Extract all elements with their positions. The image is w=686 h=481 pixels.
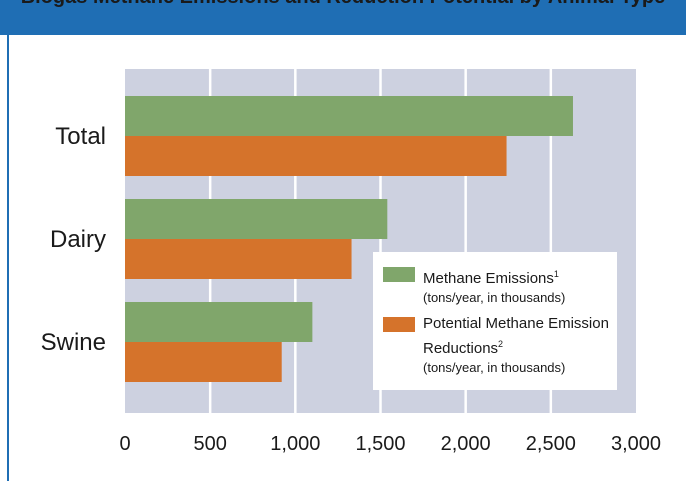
category-label-total: Total bbox=[55, 123, 106, 150]
category-label-swine: Swine bbox=[41, 329, 106, 356]
left-border-rule bbox=[7, 35, 9, 481]
bar-total-methane-emissions bbox=[125, 96, 573, 136]
bar-total-potential-methane-emission-reductions bbox=[125, 136, 507, 176]
legend-footnote-1: 1 bbox=[553, 269, 559, 279]
x-tick-label: 2,500 bbox=[526, 433, 576, 455]
legend-label-methane-emissions: Methane Emissions bbox=[423, 270, 554, 287]
legend-swatch-methane-emissions bbox=[383, 267, 415, 282]
x-tick-label: 1,000 bbox=[270, 433, 320, 455]
x-tick-label: 3,000 bbox=[611, 433, 661, 455]
legend: Methane Emissions1 (tons/year, in thousa… bbox=[373, 252, 617, 390]
legend-note-methane-emissions: (tons/year, in thousands) bbox=[423, 290, 566, 305]
legend-footnote-2: 2 bbox=[498, 339, 504, 349]
bar-swine-potential-methane-emission-reductions bbox=[125, 342, 282, 382]
bar-dairy-potential-methane-emission-reductions bbox=[125, 239, 352, 279]
x-tick-label: 500 bbox=[193, 433, 226, 455]
x-tick-label: 1,500 bbox=[355, 433, 405, 455]
legend-note-potential-reductions: (tons/year, in thousands) bbox=[423, 360, 566, 375]
x-tick-label: 2,000 bbox=[441, 433, 491, 455]
legend-swatch-potential-reductions bbox=[383, 317, 415, 332]
bar-swine-methane-emissions bbox=[125, 302, 313, 342]
x-tick-label: 0 bbox=[119, 433, 130, 455]
legend-label-potential-reductions: Potential Methane Emission Reductions bbox=[423, 315, 609, 357]
chart-title: Biogas Methane Emissions and Reduction P… bbox=[0, 0, 686, 9]
category-label-dairy: Dairy bbox=[50, 226, 106, 253]
bar-dairy-methane-emissions bbox=[125, 199, 388, 239]
header-bar: Biogas Methane Emissions and Reduction P… bbox=[0, 0, 686, 35]
